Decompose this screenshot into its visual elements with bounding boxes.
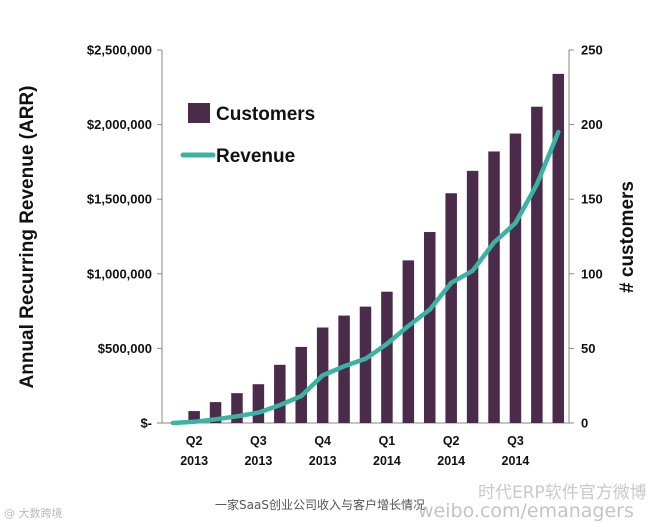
category-labels: Q2 2013 Q3 2013 Q4 2013 Q1 2014 Q2 2014 Q3 2014 — [180, 434, 529, 468]
customers-bar — [252, 384, 265, 423]
left-tick-label: $2,000,000 — [87, 117, 152, 132]
right-tick-label: 150 — [581, 192, 603, 207]
customers-bar — [231, 393, 243, 423]
revenue-line-group — [170, 129, 561, 426]
year-label: 2014 — [437, 454, 465, 468]
customers-bar — [274, 364, 286, 423]
left-axis-title: Annual Recurring Revenue (ARR) — [17, 86, 38, 389]
right-axis-title: # customers — [617, 181, 638, 293]
quarter-label: Q1 — [379, 434, 396, 448]
year-label: 2014 — [373, 454, 401, 468]
quarter-label: Q2 — [443, 434, 460, 448]
caption: 一家SaaS创业公司收入与客户增长情况 — [215, 498, 425, 512]
customers-bar — [188, 411, 200, 423]
customers-bar — [466, 170, 479, 423]
legend-bars-swatch — [188, 103, 210, 123]
customers-bar — [295, 346, 307, 423]
watermark-right-line1: 时代ERP软件官方微博 — [478, 483, 647, 503]
year-label: 2013 — [244, 454, 272, 468]
customers-bar — [509, 133, 522, 423]
axis-titles: Annual Recurring Revenue (ARR) # customer… — [17, 86, 638, 389]
left-tick-label: $1,000,000 — [87, 266, 152, 281]
left-tick-label: $500,000 — [98, 341, 152, 356]
left-tick-label: $2,500,000 — [87, 43, 152, 58]
customers-bar — [209, 402, 222, 423]
customers-bar — [402, 260, 415, 423]
quarter-label: Q2 — [186, 434, 203, 448]
right-tick-label: 100 — [581, 266, 603, 281]
year-label: 2013 — [180, 454, 208, 468]
customers-bar — [445, 193, 457, 423]
watermark-right-line2: weibo.com/emanagers — [418, 500, 634, 522]
quarter-label: Q3 — [507, 434, 524, 448]
quarter-label: Q4 — [314, 434, 331, 448]
customers-bar — [531, 106, 543, 424]
left-tick-label: $- — [140, 416, 152, 431]
revenue-line — [170, 129, 561, 426]
tick-labels: $- 0 $500,000 50 $1,000,000 100 $1,500,000 150 $… — [87, 43, 603, 431]
year-label: 2013 — [309, 454, 337, 468]
right-tick-label: 200 — [581, 117, 603, 132]
year-label: 2014 — [502, 454, 530, 468]
left-tick-label: $1,500,000 — [87, 192, 152, 207]
customers-bar — [381, 291, 393, 423]
legend: Customers Revenue — [180, 103, 315, 167]
customers-bar — [359, 306, 372, 423]
watermark-left: @ 大数跨境 — [4, 507, 63, 520]
bars — [188, 73, 565, 424]
right-tick-label: 50 — [581, 341, 595, 356]
quarter-label: Q3 — [250, 434, 267, 448]
legend-bars-label: Customers — [216, 104, 315, 125]
customers-bar — [488, 151, 500, 423]
right-tick-label: 250 — [581, 43, 603, 58]
customers-bar — [424, 232, 436, 423]
customers-bar — [552, 73, 565, 423]
customers-bar — [338, 315, 350, 423]
right-tick-label: 0 — [581, 416, 588, 431]
legend-line-label: Revenue — [216, 146, 295, 167]
